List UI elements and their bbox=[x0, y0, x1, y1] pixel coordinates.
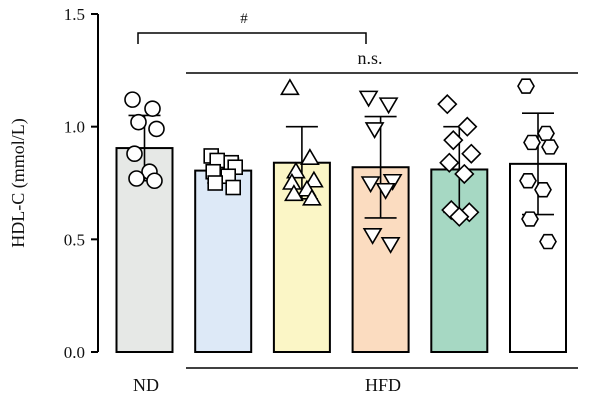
bars-layer bbox=[115, 147, 567, 353]
data-point-3-2 bbox=[300, 148, 320, 166]
data-point-5-1 bbox=[437, 94, 458, 115]
data-point-3-8 bbox=[302, 188, 322, 206]
data-point-2-7 bbox=[207, 175, 223, 191]
data-point-3-1 bbox=[280, 78, 300, 96]
error-bars-layer bbox=[128, 112, 554, 219]
data-point-6-2 bbox=[537, 125, 555, 142]
data-point-4-8 bbox=[380, 237, 401, 254]
ns-label: n.s. bbox=[357, 48, 382, 68]
bar-1 bbox=[115, 147, 174, 353]
y-tick-label-1: 0.5 bbox=[64, 230, 85, 249]
data-point-1-3 bbox=[130, 113, 147, 131]
bar-5 bbox=[430, 168, 489, 353]
data-point-5-4 bbox=[461, 143, 482, 164]
data-point-5-5 bbox=[439, 152, 460, 173]
data-point-1-8 bbox=[146, 172, 163, 190]
y-tick-label-2: 1.0 bbox=[64, 118, 85, 137]
data-point-4-2 bbox=[378, 97, 399, 115]
nd-group-label: ND bbox=[133, 375, 159, 395]
hash-label: # bbox=[240, 11, 248, 27]
data-point-6-1 bbox=[517, 78, 535, 94]
bar-6 bbox=[509, 162, 567, 353]
data-point-6-7 bbox=[521, 211, 539, 227]
data-point-5-3 bbox=[443, 130, 464, 151]
data-point-5-9 bbox=[449, 206, 470, 227]
y-axis: 0.0 0.5 1.0 1.5 bbox=[64, 5, 99, 362]
data-point-1-4 bbox=[148, 120, 165, 138]
data-point-4-7 bbox=[362, 228, 383, 245]
hash-bracket bbox=[137, 32, 367, 44]
group-labels: ND HFD bbox=[133, 367, 578, 395]
significance-brackets: # n.s. bbox=[137, 11, 578, 74]
data-point-6-5 bbox=[519, 173, 537, 189]
hfd-group-label: HFD bbox=[365, 375, 401, 395]
data-point-1-2 bbox=[144, 100, 161, 117]
data-point-3-7 bbox=[284, 184, 304, 202]
data-point-5-6 bbox=[454, 163, 475, 185]
data-point-4-4 bbox=[382, 173, 403, 191]
data-points-layer bbox=[124, 78, 559, 254]
data-point-1-5 bbox=[126, 145, 143, 163]
data-point-5-2 bbox=[457, 116, 478, 137]
data-point-4-6 bbox=[375, 182, 396, 200]
data-point-1-1 bbox=[124, 91, 141, 108]
y-axis-label: HDL-C (mmol/L) bbox=[8, 118, 29, 247]
data-point-6-8 bbox=[539, 233, 557, 250]
data-point-4-1 bbox=[358, 90, 379, 108]
data-point-6-3 bbox=[523, 134, 541, 151]
y-tick-label-3: 1.5 bbox=[64, 5, 85, 24]
y-tick-label-0: 0.0 bbox=[64, 343, 85, 362]
data-point-3-4 bbox=[304, 170, 324, 188]
y-ticks: 0.0 0.5 1.0 1.5 bbox=[64, 5, 98, 362]
data-point-6-6 bbox=[534, 182, 552, 198]
bar-2 bbox=[194, 169, 253, 353]
data-point-2-8 bbox=[225, 179, 241, 196]
data-point-4-3 bbox=[364, 122, 385, 140]
data-point-1-7 bbox=[128, 170, 145, 187]
data-point-4-5 bbox=[360, 176, 381, 194]
data-point-6-4 bbox=[541, 139, 559, 155]
